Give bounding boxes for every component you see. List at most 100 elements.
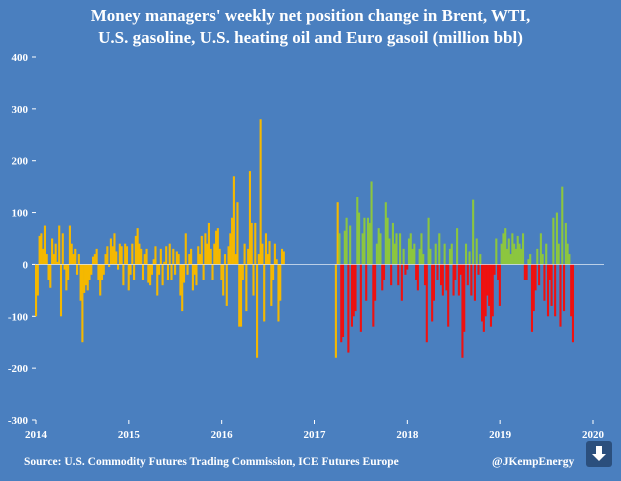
bar (125, 246, 128, 265)
bar (488, 264, 491, 306)
bar (70, 243, 73, 265)
bar (571, 264, 575, 343)
bar (175, 251, 178, 265)
bar (49, 264, 52, 288)
bar (197, 246, 200, 265)
bar (63, 264, 66, 270)
bar (343, 230, 346, 265)
bar (36, 264, 39, 296)
bar (370, 181, 373, 265)
bar (463, 264, 466, 332)
bar (434, 243, 437, 265)
bar (443, 243, 446, 265)
bar (216, 228, 219, 265)
bar (277, 264, 280, 322)
bar (133, 264, 136, 280)
bar (372, 264, 375, 327)
x-axis: 2014 2015 2016 2017 2018 2019 2020 (25, 420, 605, 441)
bar (47, 264, 50, 280)
bar (514, 248, 517, 265)
bar (257, 254, 260, 265)
bar (359, 264, 362, 332)
bar (127, 264, 130, 291)
bar (570, 264, 573, 317)
bar (507, 238, 510, 265)
bar (334, 264, 337, 358)
x-tick-label: 2019 (489, 429, 512, 441)
y-tick-label: 400 (12, 52, 29, 64)
bar (138, 243, 141, 265)
bar (61, 233, 64, 265)
bar (159, 248, 162, 265)
bar (498, 264, 501, 306)
bar (157, 264, 161, 275)
bar (422, 254, 425, 265)
bar (384, 202, 387, 265)
bar (181, 264, 184, 312)
bar (124, 243, 127, 265)
bar (518, 243, 521, 265)
bar (225, 264, 228, 306)
x-tick-label: 2015 (118, 429, 141, 441)
bar (250, 222, 253, 265)
bar (432, 264, 435, 301)
bar (215, 230, 218, 265)
bar (406, 264, 409, 270)
bar (134, 235, 137, 265)
bar (356, 197, 359, 265)
x-tick-label: 2020 (582, 429, 605, 441)
bar (475, 238, 478, 265)
bar (468, 251, 471, 265)
bar (106, 246, 109, 265)
bar (81, 264, 84, 343)
bar (511, 233, 514, 265)
bar (448, 248, 452, 265)
bar (504, 228, 507, 265)
bar (252, 264, 255, 296)
bar (404, 264, 407, 275)
bar (411, 248, 414, 265)
bar (368, 222, 371, 265)
bar (247, 248, 250, 265)
bar (436, 264, 439, 280)
bar (67, 264, 70, 280)
bar (502, 233, 505, 265)
bar (379, 233, 382, 265)
bar (261, 243, 264, 265)
bar (108, 264, 111, 268)
download-button[interactable] (586, 441, 612, 467)
bar (557, 243, 560, 265)
bar (543, 264, 546, 301)
bar (195, 264, 198, 286)
bar (382, 264, 386, 280)
bar (275, 259, 278, 265)
bar (241, 264, 244, 280)
bar (388, 238, 391, 265)
bar (122, 264, 125, 286)
bar (179, 264, 182, 296)
bar (516, 235, 519, 265)
bar (374, 264, 377, 301)
bar (120, 246, 123, 265)
bar (456, 228, 459, 265)
x-tick-label: 2016 (211, 429, 234, 441)
bar (111, 246, 114, 265)
bar (440, 264, 443, 286)
bar (79, 264, 82, 301)
chart-title-line-1: Money managers' weekly net position chan… (90, 6, 531, 25)
bar (525, 264, 528, 280)
bar (52, 254, 55, 265)
bar (218, 248, 221, 265)
bar (338, 233, 341, 265)
y-tick-label: 200 (12, 156, 29, 168)
bar (536, 248, 539, 265)
bar (416, 264, 419, 291)
bar (427, 217, 430, 265)
bar (140, 248, 143, 265)
bar (395, 233, 398, 265)
bar (145, 248, 148, 265)
bar (548, 264, 551, 280)
y-tick-label: -100 (8, 311, 29, 323)
